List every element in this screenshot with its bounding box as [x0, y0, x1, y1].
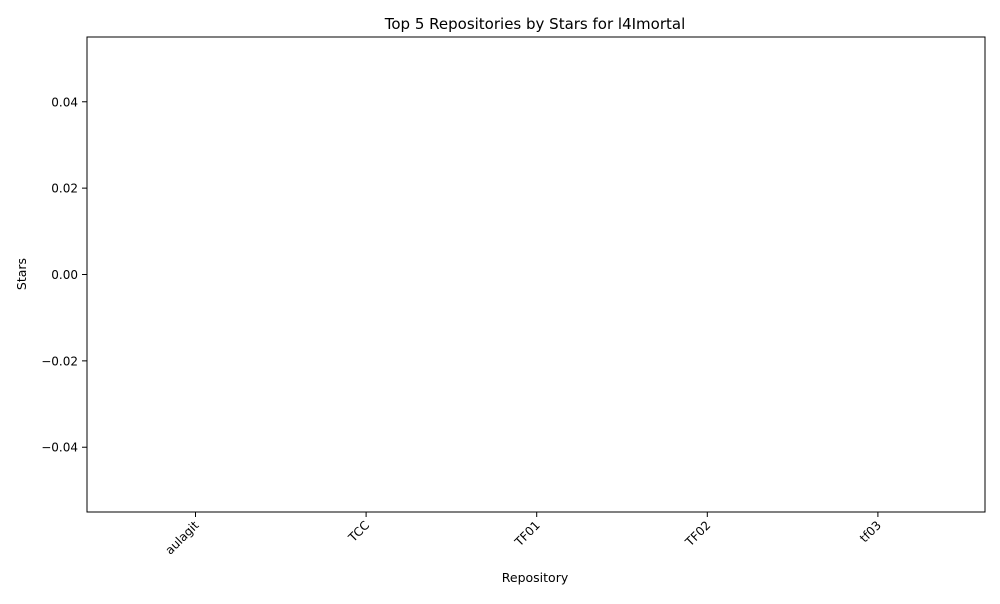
plot-area-frame	[86, 36, 986, 513]
y-axis-label: Stars	[14, 258, 29, 290]
y-axis-ticks: −0.04 −0.02 0.00 0.02 0.04	[41, 95, 87, 455]
y-tick-label: 0.04	[51, 95, 78, 109]
x-axis-label: Repository	[502, 570, 569, 585]
chart-title: Top 5 Repositories by Stars for l4Imorta…	[384, 15, 686, 33]
y-tick-label: 0.02	[51, 182, 78, 196]
y-tick-label: −0.02	[41, 354, 78, 368]
y-tick-label: −0.04	[41, 441, 78, 455]
y-tick-label: 0.00	[51, 268, 78, 282]
